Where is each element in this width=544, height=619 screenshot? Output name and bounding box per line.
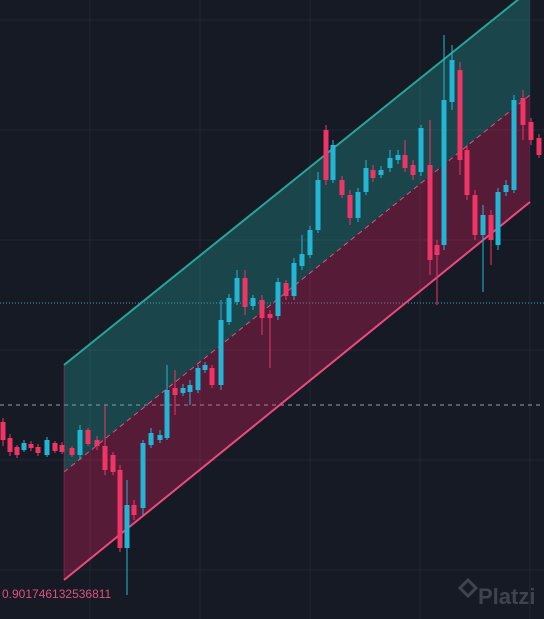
candle-body <box>472 195 478 235</box>
candle-body <box>0 422 6 440</box>
candle-body <box>52 443 58 451</box>
candle-body <box>307 230 313 255</box>
candle-body <box>102 446 108 470</box>
candle-body <box>148 433 154 445</box>
candle-body <box>520 98 526 125</box>
candle-body <box>370 170 376 178</box>
candle-body <box>283 283 289 296</box>
candle-body <box>315 180 321 230</box>
candle-body <box>387 158 393 168</box>
candle-body <box>28 444 34 448</box>
candle-body <box>323 130 329 180</box>
candle-body <box>457 70 463 160</box>
candle-body <box>402 155 408 168</box>
candle-body <box>355 192 361 218</box>
candle-body <box>427 165 433 260</box>
candle-body <box>536 138 542 155</box>
candle-body <box>77 430 83 455</box>
candle-body <box>44 440 50 455</box>
candle-body <box>131 505 137 515</box>
candle-body <box>339 180 345 195</box>
candle-body <box>449 60 455 102</box>
candle-body <box>226 298 232 322</box>
candle-body <box>441 100 447 245</box>
candles <box>0 35 542 595</box>
candle-body <box>69 448 75 455</box>
candle-body <box>94 440 100 446</box>
price-label: 0.901746132536811 <box>2 587 112 601</box>
candle-body <box>250 298 256 306</box>
candle-body <box>157 435 163 440</box>
channel-upper-fill <box>64 0 530 472</box>
candle-body <box>172 388 178 395</box>
channel-lower-line <box>63 201 531 581</box>
candle-body <box>395 155 401 160</box>
candle-body <box>330 145 336 180</box>
candle-body <box>275 282 281 316</box>
candle-body <box>218 320 224 385</box>
channel-lower-fill <box>64 95 530 580</box>
candle-body <box>511 100 517 190</box>
candle-body <box>234 278 240 302</box>
candle-body <box>480 215 486 235</box>
candle-body <box>59 445 65 452</box>
candle-body <box>180 388 186 393</box>
candle-body <box>418 128 424 172</box>
candle-body <box>242 278 248 307</box>
candle-body <box>117 470 123 548</box>
candle-body <box>35 447 41 453</box>
watermark-text: Platzi <box>478 584 535 609</box>
candle-body <box>503 185 509 192</box>
candle-body <box>21 443 27 450</box>
candle-body <box>14 447 20 455</box>
candle-body <box>410 165 416 175</box>
candle-body <box>110 455 116 472</box>
candle-body <box>495 192 501 245</box>
candle-body <box>464 150 470 195</box>
candle-body <box>378 170 384 175</box>
candle-body <box>528 122 534 140</box>
candle-body <box>187 385 193 392</box>
candle-body <box>434 245 440 255</box>
candle-body <box>363 168 369 192</box>
candle-body <box>291 263 297 296</box>
candle-body <box>488 215 494 240</box>
candle-body <box>7 438 13 452</box>
candle-body <box>195 368 201 390</box>
watermark: Platzi <box>457 577 535 609</box>
candle-body <box>267 314 273 318</box>
candle-body <box>202 365 208 370</box>
candle-body <box>164 390 170 438</box>
candle-body <box>124 505 130 548</box>
candle-body <box>85 430 91 444</box>
candle-body <box>209 368 215 385</box>
candle-body <box>140 443 146 508</box>
candle-body <box>299 254 305 266</box>
candle-body <box>259 300 265 318</box>
channel-mid-line <box>63 94 531 473</box>
candle-body <box>347 195 353 218</box>
